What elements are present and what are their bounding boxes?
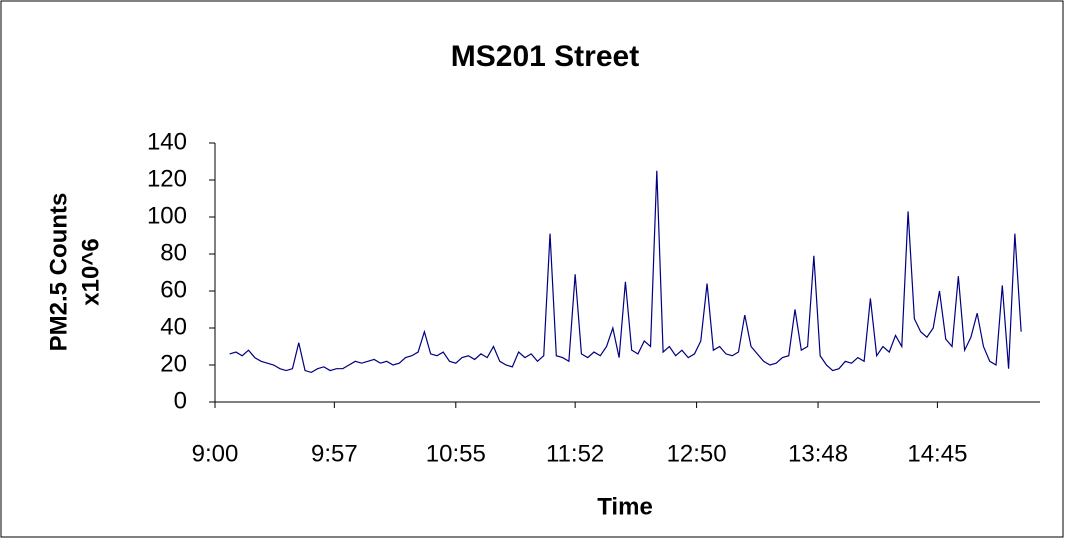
x-tick-label: 9:57 [311, 440, 358, 467]
x-tick-label: 9:00 [192, 440, 239, 467]
x-tick-label: 13:48 [788, 440, 848, 467]
y-axis-label-line: x10^6 [77, 238, 104, 305]
y-tick-label: 120 [147, 165, 187, 192]
y-tick-label: 40 [160, 313, 187, 340]
x-tick-label: 12:50 [667, 440, 727, 467]
y-tick-label: 0 [174, 387, 187, 414]
x-tick-label: 14:45 [907, 440, 967, 467]
y-tick-label: 100 [147, 202, 187, 229]
y-tick-label: 20 [160, 350, 187, 377]
y-tick-label: 80 [160, 239, 187, 266]
x-tick-label: 10:55 [426, 440, 486, 467]
y-axis-label-line: PM2.5 Counts [45, 193, 72, 352]
y-tick-label: 140 [147, 128, 187, 155]
data-line [229, 170, 1022, 374]
y-axis-label: PM2.5 Counts x10^6 [45, 193, 104, 352]
chart-title: MS201 Street [451, 40, 639, 73]
y-tick-label: 60 [160, 276, 187, 303]
x-tick-label: 11:52 [546, 440, 604, 467]
x-axis-label: Time [597, 493, 653, 520]
